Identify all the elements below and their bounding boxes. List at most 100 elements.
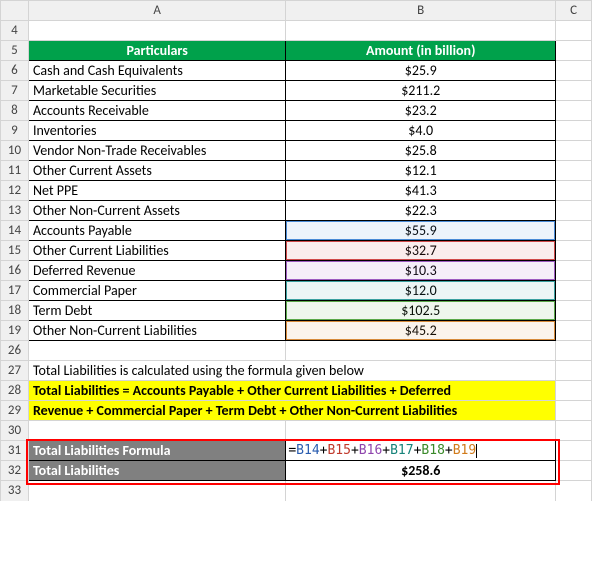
cell[interactable] bbox=[556, 361, 592, 381]
cell[interactable] bbox=[556, 481, 592, 501]
cell-label[interactable]: Other Current Liabilities bbox=[28, 241, 285, 261]
row-header[interactable]: 18 bbox=[1, 301, 29, 321]
row-header[interactable]: 6 bbox=[1, 61, 29, 81]
col-header-A[interactable]: A bbox=[28, 1, 285, 21]
result-value[interactable]: $258.6 bbox=[286, 461, 556, 481]
result-label-total[interactable]: Total Liabilities bbox=[28, 461, 285, 481]
cell-value[interactable]: $22.3 bbox=[286, 201, 556, 221]
row-header[interactable]: 29 bbox=[1, 401, 29, 421]
cell-label[interactable]: Commercial Paper bbox=[28, 281, 285, 301]
row-header[interactable]: 26 bbox=[1, 341, 29, 361]
cell-label[interactable]: Term Debt bbox=[28, 301, 285, 321]
table-header-amount[interactable]: Amount (in billion) bbox=[286, 41, 556, 61]
cell-value[interactable]: $25.9 bbox=[286, 61, 556, 81]
row-header[interactable]: 16 bbox=[1, 261, 29, 281]
cell-label[interactable]: Other Non-Current Assets bbox=[28, 201, 285, 221]
cell-value[interactable]: $102.5 bbox=[286, 301, 556, 321]
row-header[interactable]: 7 bbox=[1, 81, 29, 101]
cell-value[interactable]: $25.8 bbox=[286, 141, 556, 161]
cell[interactable] bbox=[556, 441, 592, 461]
cell-label[interactable]: Cash and Cash Equivalents bbox=[28, 61, 285, 81]
cell-value[interactable]: $32.7 bbox=[286, 241, 556, 261]
cell-label[interactable]: Deferred Revenue bbox=[28, 261, 285, 281]
cell-value[interactable]: $4.0 bbox=[286, 121, 556, 141]
cell[interactable] bbox=[556, 341, 592, 361]
formula-desc-2[interactable]: Revenue + Commercial Paper + Term Debt +… bbox=[28, 401, 555, 421]
cell[interactable] bbox=[556, 81, 592, 101]
cell-value[interactable]: $45.2 bbox=[286, 321, 556, 341]
column-header-row: A B C bbox=[1, 1, 592, 21]
row-header[interactable]: 17 bbox=[1, 281, 29, 301]
row-header[interactable]: 28 bbox=[1, 381, 29, 401]
cell-value[interactable]: $23.2 bbox=[286, 101, 556, 121]
cell[interactable] bbox=[556, 41, 592, 61]
row-header[interactable]: 13 bbox=[1, 201, 29, 221]
cell-label[interactable]: Net PPE bbox=[28, 181, 285, 201]
cell[interactable] bbox=[286, 481, 556, 501]
cell-value[interactable]: $12.1 bbox=[286, 161, 556, 181]
cell[interactable] bbox=[556, 121, 592, 141]
cell[interactable] bbox=[28, 341, 285, 361]
cell-value[interactable]: $55.9 bbox=[286, 221, 556, 241]
cell[interactable] bbox=[28, 421, 285, 441]
row-header[interactable]: 9 bbox=[1, 121, 29, 141]
row-header[interactable]: 19 bbox=[1, 321, 29, 341]
cell-value[interactable]: $12.0 bbox=[286, 281, 556, 301]
formula-desc-1[interactable]: Total Liabilities = Accounts Payable + O… bbox=[28, 381, 555, 401]
cell[interactable] bbox=[28, 21, 285, 41]
cell[interactable] bbox=[556, 421, 592, 441]
cell-label[interactable]: Accounts Payable bbox=[28, 221, 285, 241]
table-header-particulars[interactable]: Particulars bbox=[28, 41, 285, 61]
cell-label[interactable]: Accounts Receivable bbox=[28, 101, 285, 121]
cell[interactable] bbox=[556, 401, 592, 421]
row-header[interactable]: 4 bbox=[1, 21, 29, 41]
grid: A B C 4 5 Particulars Amount (in billion… bbox=[0, 0, 592, 501]
cell[interactable] bbox=[556, 141, 592, 161]
cell[interactable] bbox=[28, 481, 285, 501]
row-header[interactable]: 11 bbox=[1, 161, 29, 181]
cell[interactable] bbox=[556, 321, 592, 341]
cell-value[interactable]: $211.2 bbox=[286, 81, 556, 101]
cell[interactable] bbox=[556, 241, 592, 261]
cell-label[interactable]: Vendor Non-Trade Receivables bbox=[28, 141, 285, 161]
row-header[interactable]: 15 bbox=[1, 241, 29, 261]
cell-label[interactable]: Inventories bbox=[28, 121, 285, 141]
row-header[interactable]: 31 bbox=[1, 441, 29, 461]
formula-cell[interactable]: =B14+B15+B16+B17+B18+B19 bbox=[286, 441, 556, 461]
cell[interactable] bbox=[556, 381, 592, 401]
cell[interactable] bbox=[556, 261, 592, 281]
cell[interactable] bbox=[286, 21, 556, 41]
cell[interactable] bbox=[556, 101, 592, 121]
result-label-formula[interactable]: Total Liabilities Formula bbox=[28, 441, 285, 461]
cell[interactable] bbox=[556, 161, 592, 181]
cell[interactable] bbox=[556, 221, 592, 241]
col-header-B[interactable]: B bbox=[286, 1, 556, 21]
cell[interactable] bbox=[556, 301, 592, 321]
row-header[interactable]: 5 bbox=[1, 41, 29, 61]
cell[interactable] bbox=[286, 421, 556, 441]
row-header[interactable]: 14 bbox=[1, 221, 29, 241]
cell[interactable] bbox=[286, 341, 556, 361]
row-header[interactable]: 33 bbox=[1, 481, 29, 501]
cell[interactable] bbox=[556, 61, 592, 81]
cell-value[interactable]: $41.3 bbox=[286, 181, 556, 201]
cell-value[interactable]: $10.3 bbox=[286, 261, 556, 281]
cell-label[interactable]: Other Current Assets bbox=[28, 161, 285, 181]
cell[interactable] bbox=[556, 281, 592, 301]
cell[interactable] bbox=[556, 461, 592, 481]
row-header[interactable]: 30 bbox=[1, 421, 29, 441]
col-header-C[interactable]: C bbox=[556, 1, 592, 21]
row-header[interactable]: 27 bbox=[1, 361, 29, 381]
row-header[interactable]: 8 bbox=[1, 101, 29, 121]
spreadsheet: A B C 4 5 Particulars Amount (in billion… bbox=[0, 0, 592, 501]
cell-label[interactable]: Other Non-Current Liabilities bbox=[28, 321, 285, 341]
row-header[interactable]: 12 bbox=[1, 181, 29, 201]
row-header[interactable]: 10 bbox=[1, 141, 29, 161]
cell[interactable] bbox=[556, 181, 592, 201]
corner-cell[interactable] bbox=[1, 1, 29, 21]
note-text[interactable]: Total Liabilities is calculated using th… bbox=[28, 361, 555, 381]
row-header[interactable]: 32 bbox=[1, 461, 29, 481]
cell[interactable] bbox=[556, 201, 592, 221]
cell[interactable] bbox=[556, 21, 592, 41]
cell-label[interactable]: Marketable Securities bbox=[28, 81, 285, 101]
